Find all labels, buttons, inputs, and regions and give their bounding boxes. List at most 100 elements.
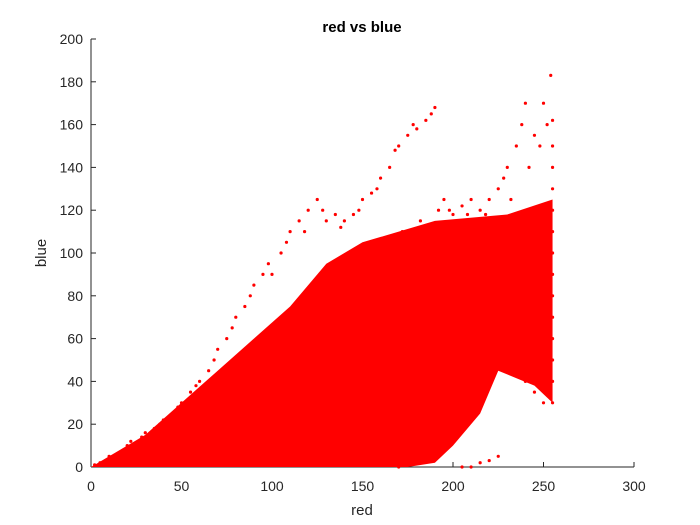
scatter-point <box>478 461 482 465</box>
scatter-point <box>460 379 464 383</box>
x-tick-label: 300 <box>622 478 646 494</box>
scatter-point <box>406 133 410 137</box>
scatter-point <box>121 448 126 452</box>
scatter-point <box>237 379 242 383</box>
scatter-point <box>179 454 184 458</box>
scatter-point <box>279 251 283 255</box>
scatter-point <box>103 458 108 463</box>
scatter-point <box>550 401 555 405</box>
scatter-point <box>165 433 169 437</box>
scatter-point <box>134 446 138 450</box>
x-tick-label: 50 <box>174 478 190 494</box>
scatter-point <box>129 439 133 443</box>
scatter-point <box>252 444 256 448</box>
scatter-point <box>261 448 265 452</box>
scatter-point <box>379 176 383 180</box>
scatter-point <box>364 251 368 255</box>
scatter-point <box>388 461 392 465</box>
scatter-point <box>288 230 292 234</box>
x-tick-label: 200 <box>441 478 465 494</box>
scatter-point <box>230 326 234 330</box>
scatter-point <box>382 240 386 244</box>
y-tick-label: 120 <box>60 202 84 218</box>
y-tick-label: 80 <box>67 288 83 304</box>
point-cloud <box>91 199 553 467</box>
scatter-point <box>424 118 428 122</box>
scatter-point <box>550 251 555 255</box>
y-tick-label: 200 <box>60 31 84 47</box>
scatter-point <box>297 458 301 463</box>
scatter-point <box>469 465 473 469</box>
scatter-point <box>306 208 310 212</box>
scatter-point <box>496 187 500 191</box>
scatter-point <box>342 219 346 223</box>
scatter-point <box>183 422 187 426</box>
scatter-point <box>140 435 144 439</box>
scatter-point <box>514 144 518 148</box>
y-tick-label: 40 <box>67 373 83 389</box>
scatter-point <box>107 454 111 458</box>
scatter-point <box>274 337 278 341</box>
scatter-point <box>532 390 537 394</box>
scatter-point <box>207 461 211 465</box>
scatter-point <box>502 176 506 180</box>
scatter-point <box>98 461 102 465</box>
scatter-point <box>550 379 555 383</box>
y-tick-label: 140 <box>60 159 84 175</box>
scatter-point <box>324 452 328 456</box>
scatter-point <box>266 262 270 266</box>
scatter-point <box>216 458 220 463</box>
scatter-point <box>424 454 428 458</box>
scatter-point <box>393 148 397 152</box>
scatter-point <box>170 411 175 416</box>
x-tick-label: 250 <box>532 478 556 494</box>
scatter-point <box>315 197 319 202</box>
scatter-point <box>351 439 356 443</box>
scatter-point <box>541 401 546 405</box>
scatter-point <box>339 225 343 229</box>
scatter-point <box>125 461 129 465</box>
scatter-point <box>333 212 337 217</box>
scatter-point <box>550 272 555 276</box>
scatter-point <box>288 461 292 465</box>
scatter-point <box>527 165 531 169</box>
scatter-point <box>520 123 524 127</box>
y-axis-label: blue <box>33 239 50 267</box>
y-tick-label: 180 <box>60 74 84 90</box>
scatter-point <box>442 197 446 202</box>
scatter-point <box>460 465 464 469</box>
tick-labels: 0 50 100 150 200 250 300 0 20 40 60 80 100 120 140 160 1… <box>60 31 646 494</box>
scatter-point <box>225 454 229 458</box>
scatter-point <box>342 444 346 448</box>
y-tick-label: 20 <box>67 416 83 432</box>
scatter-point <box>478 208 482 212</box>
x-tick-label: 150 <box>351 478 375 494</box>
scatter-point <box>397 465 401 469</box>
scatter-point <box>93 463 97 467</box>
scatter-point <box>219 390 223 394</box>
scatter-point <box>436 208 441 212</box>
scatter-point <box>550 337 555 341</box>
scatter-point <box>415 127 419 131</box>
scatter-point <box>310 294 314 298</box>
scatter-point <box>550 118 555 122</box>
scatter-point <box>406 463 410 467</box>
scatter-point <box>152 426 156 431</box>
scatter-point <box>369 448 374 452</box>
scatter-point <box>550 165 555 169</box>
scatter-point <box>388 165 392 169</box>
scatter-point <box>111 456 115 461</box>
y-tick-label: 60 <box>67 331 83 347</box>
y-tick-label: 0 <box>75 459 83 475</box>
scatter-point <box>292 315 296 319</box>
scatter-point <box>418 219 423 223</box>
scatter-point <box>179 401 184 405</box>
scatter-point <box>252 283 256 287</box>
scatter-point <box>143 458 147 463</box>
scatter-point <box>188 390 193 394</box>
scatter-point <box>550 187 555 191</box>
scatter-point <box>324 219 328 223</box>
scatter-point <box>397 144 401 148</box>
scatter-point <box>369 191 374 195</box>
scatter-point <box>375 187 379 191</box>
